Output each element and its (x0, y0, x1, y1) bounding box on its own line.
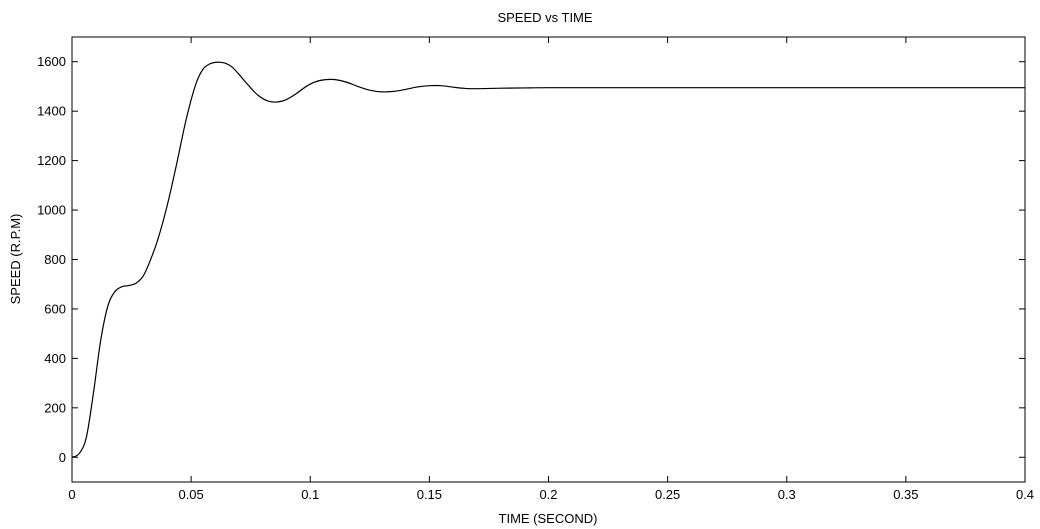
plot-area (71, 36, 1026, 483)
x-tick-label: 0.3 (778, 487, 796, 502)
y-tick-label: 0 (59, 450, 66, 465)
chart-title: SPEED vs TIME (497, 10, 592, 25)
x-tick-label: 0.25 (655, 487, 680, 502)
y-tick-label: 600 (44, 301, 66, 316)
y-tick-label: 1600 (37, 54, 66, 69)
y-axis-ticks: 0 200 400 600 800 1000 1200 1400 1600 (37, 54, 1025, 465)
x-tick-label: 0.1 (301, 487, 319, 502)
speed-series-line (71, 61, 1025, 458)
x-axis-ticks: 0 0.05 0.1 0.15 0.2 0.25 0.3 0.35 0.4 (68, 37, 1034, 502)
y-tick-label: 1200 (37, 153, 66, 168)
x-tick-label: 0 (68, 487, 75, 502)
y-axis-label: SPEED (R.P.M) (8, 214, 23, 305)
x-tick-label: 0.35 (893, 487, 918, 502)
y-tick-label: 1400 (37, 104, 66, 119)
x-tick-label: 0.2 (539, 487, 557, 502)
y-tick-label: 1000 (37, 203, 66, 218)
x-tick-label: 0.4 (1016, 487, 1034, 502)
y-tick-label: 800 (44, 252, 66, 267)
y-tick-label: 400 (44, 351, 66, 366)
x-tick-label: 0.05 (178, 487, 203, 502)
y-tick-label: 200 (44, 400, 66, 415)
x-tick-label: 0.15 (417, 487, 442, 502)
x-axis-label: TIME (SECOND) (499, 511, 598, 526)
